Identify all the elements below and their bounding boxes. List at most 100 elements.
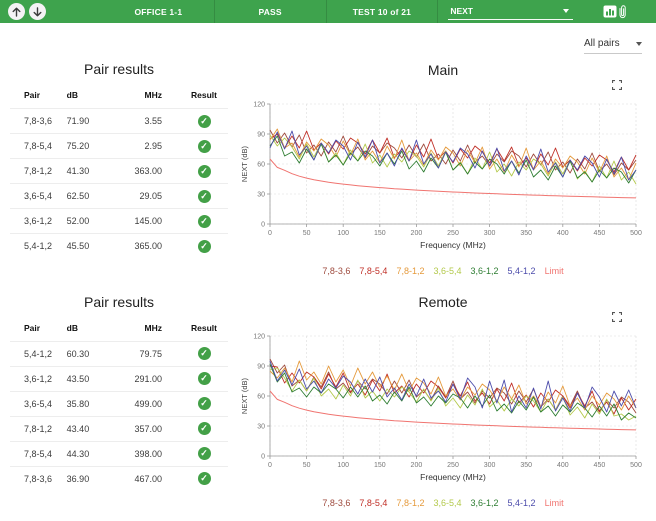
column-header-result: Result (191, 90, 217, 100)
x-tick-label: 50 (303, 462, 311, 469)
legend-item-limit[interactable]: Limit (544, 266, 564, 276)
x-tick-label: 400 (557, 462, 569, 469)
legend-item-7-8-1-2[interactable]: 7,8-1,2 (396, 266, 425, 276)
x-tick-label: 100 (337, 230, 349, 237)
pair-filter-value: All pairs (584, 38, 620, 49)
result-cell: ✓ (180, 365, 228, 391)
column-header-result: Result (191, 322, 217, 333)
x-tick-label: 150 (374, 462, 386, 469)
main-chart-title: Main (427, 62, 459, 78)
mhz-cell: 2.95 (114, 133, 181, 159)
series-line-3-6-5-4 (269, 367, 637, 421)
pass-check-icon: ✓ (197, 397, 211, 410)
pass-check-icon: ✓ (197, 422, 211, 435)
series-line-7-8-1-2 (269, 360, 637, 411)
db-cell: 52.00 (66, 208, 115, 234)
fullscreen-icon (612, 80, 622, 90)
x-tick-label: 450 (594, 462, 606, 469)
mhz-cell: 365.00 (114, 233, 181, 259)
legend-item-7-8-5-4[interactable]: 7,8-5,4 (359, 266, 388, 276)
x-tick-label: 500 (630, 230, 642, 237)
x-tick-label: 250 (447, 230, 459, 237)
db-cell: 71.90 (66, 108, 115, 134)
toolbar-actions (573, 0, 656, 23)
legend-item-7-8-3-6[interactable]: 7,8-3,6 (322, 266, 351, 276)
mhz-cell: 145.00 (114, 208, 181, 234)
pair-cell: 7,8-5,4 (10, 440, 67, 466)
y-tick-label: 90 (257, 364, 265, 371)
measurement-select[interactable]: NEXT (448, 3, 574, 20)
remote-chart-title: Remote (418, 294, 468, 310)
pass-check-icon: ✓ (197, 472, 211, 486)
pass-check-icon: ✓ (197, 239, 211, 253)
result-cell: ✓ (180, 208, 228, 234)
arrow-up-icon (12, 7, 21, 17)
remote-next-plot: 0 50 100 150 200 250 300 350 400 450 500 0 30 60 90 120… (240, 334, 642, 483)
pair-cell: 3,6-1,2 (10, 208, 67, 234)
remote-chart-block: Remote 0 50 100 150 200 250 300 350 400 450 500 0 30… (238, 288, 648, 508)
legend-item-5-4-1-2[interactable]: 5,4-1,2 (507, 266, 536, 276)
pair-cell: 3,6-1,2 (10, 365, 67, 391)
chevron-down-icon (563, 8, 570, 13)
pass-check-icon: ✓ (197, 139, 211, 153)
result-cell: ✓ (180, 183, 228, 209)
series-line-3-6-1-2 (269, 135, 637, 184)
attachment-button[interactable] (617, 4, 628, 20)
legend-item-3-6-1-2[interactable]: 3,6-1,2 (470, 266, 499, 276)
bar-chart-icon (603, 5, 617, 18)
toolbar: OFFICE 1-1 PASS TEST 10 of 21 NEXT (0, 0, 656, 23)
remote-fullscreen-button[interactable] (612, 312, 622, 328)
x-tick-label: 0 (268, 230, 272, 237)
test-counter: TEST 10 of 21 (352, 6, 412, 17)
x-tick-label: 200 (411, 230, 423, 237)
pass-check-icon: ✓ (197, 164, 211, 178)
report-chart-button[interactable] (603, 5, 617, 18)
db-cell: 43.40 (66, 415, 115, 441)
toolbar-divider (437, 0, 439, 23)
db-cell: 62.50 (66, 183, 115, 209)
results-column: Pair results Pair dB MHz Result 7,8-3,6 7… (10, 56, 228, 521)
previous-test-button[interactable] (8, 3, 25, 20)
table-row: 3,6-5,4 62.50 29.05 ✓ (10, 183, 228, 209)
mhz-cell: 291.00 (114, 365, 181, 391)
series-line-3-6-1-2 (269, 363, 637, 421)
x-tick-label: 400 (557, 230, 569, 237)
table-row: 7,8-5,4 44.30 398.00 ✓ (10, 440, 228, 466)
column-header-db: dB (66, 322, 79, 333)
pair-cell: 7,8-1,2 (10, 158, 67, 184)
mhz-cell: 467.00 (114, 465, 181, 491)
charts-column: Main 0 50 100 150 200 250 300 350 400 450 500 0 30 60… (238, 56, 648, 520)
table-row: 3,6-1,2 43.50 291.00 ✓ (10, 365, 228, 391)
db-cell: 36.90 (66, 465, 115, 491)
x-tick-label: 100 (337, 462, 349, 469)
db-cell: 35.80 (66, 390, 115, 416)
legend-item-3-6-5-4[interactable]: 3,6-5,4 (433, 266, 462, 276)
mhz-cell: 29.05 (114, 183, 181, 209)
remote-pair-results-table: Pair dB MHz Result 5,4-1,2 60.30 79.75 ✓ 3,6… (10, 319, 228, 491)
main-pair-results-card: Pair results Pair dB MHz Result 7,8-3,6 7… (10, 56, 228, 259)
x-tick-label: 500 (630, 462, 642, 469)
table-row: 7,8-5,4 75.20 2.95 ✓ (10, 133, 228, 159)
y-tick-label: 120 (253, 102, 265, 109)
mhz-cell: 398.00 (114, 440, 181, 466)
x-tick-label: 200 (411, 462, 423, 469)
db-cell: 45.50 (66, 233, 115, 259)
paperclip-icon (619, 4, 626, 18)
y-tick-label: 0 (261, 454, 265, 461)
table-row: 7,8-3,6 71.90 3.55 ✓ (10, 108, 228, 134)
mhz-cell: 499.00 (114, 390, 181, 416)
x-tick-label: 50 (303, 230, 311, 237)
series-line-5-4-1-2 (269, 130, 637, 181)
column-header-pair: Pair (24, 322, 41, 333)
next-test-button[interactable] (29, 3, 46, 20)
toolbar-divider (325, 0, 327, 23)
main-fullscreen-button[interactable] (612, 80, 622, 96)
pair-results-title: Pair results (83, 293, 155, 310)
x-tick-label: 150 (374, 230, 386, 237)
y-tick-label: 120 (253, 334, 265, 341)
x-tick-label: 450 (594, 230, 606, 237)
y-axis-label: NEXT (dB) (240, 145, 249, 182)
result-cell: ✓ (180, 390, 228, 416)
pair-filter-select[interactable]: All pairs (584, 38, 642, 54)
table-row: 5,4-1,2 60.30 79.75 ✓ (10, 340, 228, 366)
